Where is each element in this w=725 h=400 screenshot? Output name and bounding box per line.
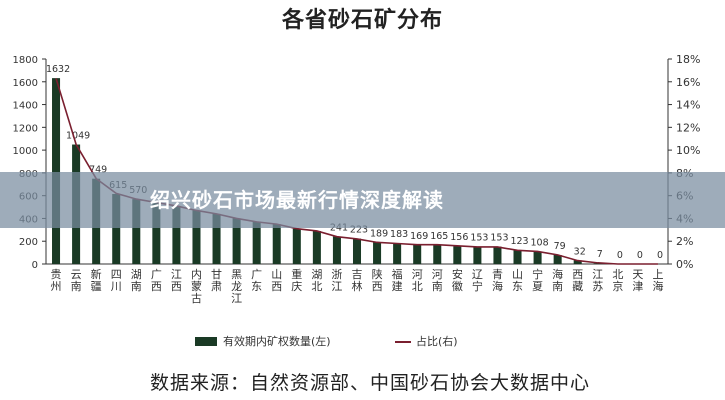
x-tick-label: 新疆 — [91, 267, 102, 293]
y-right-tick-label: 2% — [676, 235, 693, 248]
data-label: 0 — [637, 250, 643, 261]
data-label: 156 — [450, 232, 468, 243]
legend-line-label: 占比(右) — [416, 335, 458, 348]
y-left-tick-label: 1800 — [13, 55, 38, 66]
y-left-tick-label: 200 — [19, 237, 38, 248]
x-tick-label: 海南 — [552, 267, 563, 293]
bar — [192, 210, 201, 264]
bar — [473, 246, 482, 264]
y-left-tick-label: 0 — [32, 260, 38, 271]
bar — [453, 246, 462, 264]
bar — [52, 78, 61, 264]
y-right-tick-label: 14% — [676, 99, 700, 112]
bar — [152, 202, 161, 264]
x-tick-label: 西藏 — [572, 268, 583, 293]
bar — [172, 205, 181, 264]
x-tick-label: 上海 — [652, 268, 663, 293]
x-tick-label: 甘肃 — [211, 268, 222, 293]
x-tick-label: 浙江 — [331, 268, 342, 293]
x-tick-label: 天津 — [632, 268, 643, 293]
data-label: 189 — [370, 228, 388, 239]
data-label: 165 — [430, 231, 448, 242]
y-left-tick-label: 1200 — [13, 123, 38, 134]
legend-bar-label: 有效期内矿权数量(左) — [223, 335, 331, 348]
y-right-tick-label: 18% — [676, 53, 700, 66]
x-tick-label: 湖北 — [311, 268, 322, 293]
x-tick-label: 内蒙古 — [191, 267, 202, 305]
bar — [272, 224, 281, 264]
x-tick-label: 山西 — [271, 268, 282, 293]
data-label: 32 — [574, 246, 586, 257]
y-left-tick-label: 1400 — [13, 101, 38, 112]
bar — [132, 199, 141, 264]
bar — [252, 221, 261, 264]
data-label: 79 — [554, 241, 566, 252]
x-tick-label: 陕西 — [372, 267, 383, 293]
data-label: 153 — [470, 233, 488, 244]
y-right-tick-label: 10% — [676, 144, 700, 157]
bar — [393, 243, 402, 264]
y-right-tick-label: 16% — [676, 76, 700, 89]
bar — [212, 213, 221, 264]
data-label: 1049 — [66, 131, 90, 142]
data-label: 108 — [531, 238, 549, 249]
legend-line-swatch — [395, 341, 411, 343]
x-tick-label: 吉林 — [352, 268, 363, 293]
data-label: 749 — [89, 165, 107, 176]
chart-title: 各省砂石矿分布 — [281, 8, 443, 33]
bar — [352, 238, 362, 264]
bar — [292, 228, 301, 264]
x-tick-label: 辽宁 — [472, 268, 483, 293]
headline-text: 绍兴砂石市场最新行情深度解读 — [150, 188, 444, 212]
y-left-tick-label: 1000 — [13, 146, 38, 157]
x-tick-label: 湖南 — [131, 268, 142, 293]
x-tick-label: 四川 — [111, 268, 122, 293]
x-tick-label: 重庆 — [291, 267, 302, 293]
x-tick-label: 江苏 — [592, 268, 603, 293]
data-label: 123 — [510, 236, 528, 247]
x-tick-label: 福建 — [392, 267, 403, 293]
x-tick-label: 广西 — [151, 268, 162, 293]
bar — [332, 236, 341, 264]
bar — [112, 193, 121, 264]
x-tick-label: 江西 — [171, 268, 182, 293]
y-right-tick-label: 12% — [676, 121, 700, 134]
bar — [312, 230, 321, 264]
bar — [553, 255, 562, 264]
x-tick-label: 安徽 — [452, 267, 463, 293]
data-label: 241 — [330, 223, 348, 234]
bar — [573, 260, 582, 264]
data-label: 1632 — [46, 64, 70, 75]
y-right-tick-label: 0% — [676, 258, 693, 271]
x-tick-label: 广东 — [251, 268, 262, 293]
bar — [493, 246, 502, 264]
x-tick-label: 河北 — [412, 268, 423, 293]
data-label: 0 — [657, 250, 663, 261]
x-tick-label: 北京 — [612, 268, 623, 293]
legend-bar-swatch — [195, 337, 217, 346]
bar — [433, 245, 442, 264]
data-source: 数据来源：自然资源部、中国砂石协会大数据中心 — [150, 372, 591, 394]
data-label: 223 — [350, 225, 368, 236]
headline-banner — [0, 172, 725, 228]
bar — [232, 218, 241, 264]
bar — [513, 249, 522, 264]
y-left-tick-label: 1600 — [13, 78, 38, 89]
x-tick-label: 青海 — [492, 268, 503, 293]
x-tick-label: 云南 — [71, 268, 82, 293]
bar — [533, 251, 542, 264]
data-label: 0 — [617, 250, 623, 261]
data-label: 183 — [390, 229, 408, 240]
x-tick-label: 山东 — [512, 268, 523, 293]
x-tick-label: 贵州 — [51, 268, 62, 293]
bar — [373, 242, 382, 264]
data-label: 169 — [410, 231, 428, 242]
bar — [413, 244, 422, 264]
x-tick-label: 河南 — [432, 268, 443, 293]
data-label: 153 — [490, 233, 508, 244]
x-tick-label: 黑龙江 — [231, 268, 242, 305]
data-label: 7 — [597, 249, 603, 260]
x-tick-label: 宁夏 — [532, 267, 543, 293]
